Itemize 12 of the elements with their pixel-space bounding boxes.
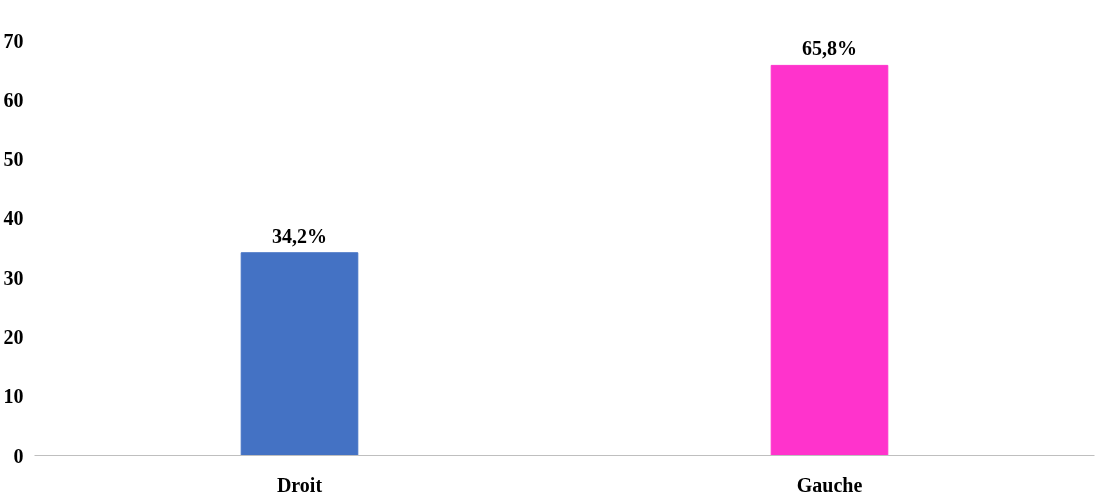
- y-tick-label: 40: [3, 207, 24, 230]
- y-tick-label: 10: [3, 385, 24, 408]
- data-label: 65,8%: [802, 37, 857, 60]
- x-tick-label: Droit: [276, 473, 323, 496]
- data-label: 34,2%: [272, 224, 327, 247]
- y-tick-label: 50: [3, 148, 24, 171]
- y-tick-label: 30: [3, 266, 24, 289]
- y-tick-label: 70: [3, 29, 24, 52]
- y-tick-label: 20: [3, 325, 24, 348]
- y-tick-label: 0: [13, 444, 24, 467]
- y-tick-label: 60: [3, 88, 24, 111]
- x-tick-label: Gauche: [796, 473, 863, 496]
